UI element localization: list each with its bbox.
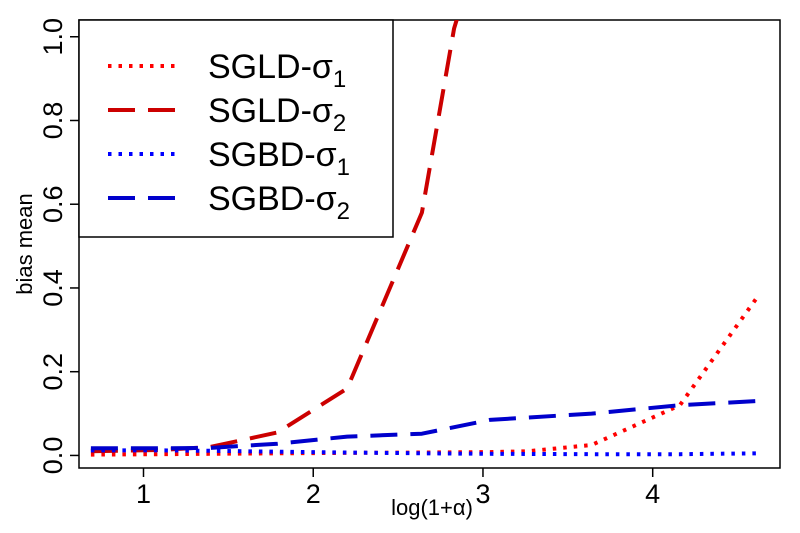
y-tick-label: 0.6 — [38, 185, 68, 223]
x-axis-label: log(1+α) — [391, 495, 473, 520]
x-tick-label: 1 — [136, 479, 151, 509]
series-line-sgbd-1 — [90, 448, 758, 457]
y-tick-label: 0.2 — [38, 353, 68, 391]
legend-entry-label: SGBD-σ1 — [208, 136, 350, 181]
series-line-sgld-1 — [90, 295, 760, 457]
y-axis-label: bias mean — [12, 193, 37, 295]
y-tick-label: 0.4 — [38, 269, 68, 307]
plot-frame — [78, 19, 781, 469]
series-layer — [90, 20, 760, 457]
series-line-sgbd-2 — [90, 399, 759, 451]
y-axis: 0.0 0.2 0.4 0.6 0.8 1.0 — [38, 18, 79, 474]
legend-entry-label: SGLD-σ2 — [208, 92, 346, 137]
x-tick-label: 3 — [475, 479, 490, 509]
x-axis: 1 2 3 4 — [136, 468, 660, 509]
y-tick-label: 1.0 — [38, 18, 68, 56]
x-tick-label: 2 — [306, 479, 321, 509]
legend-entry-label: SGBD-σ2 — [208, 180, 350, 225]
legend-entry-label: SGLD-σ1 — [208, 48, 346, 93]
x-tick-label: 4 — [645, 479, 660, 509]
series-line-sgld-2 — [90, 20, 459, 454]
y-tick-label: 0.0 — [38, 437, 68, 475]
legend-box — [78, 19, 394, 238]
y-tick-label: 0.8 — [38, 102, 68, 140]
